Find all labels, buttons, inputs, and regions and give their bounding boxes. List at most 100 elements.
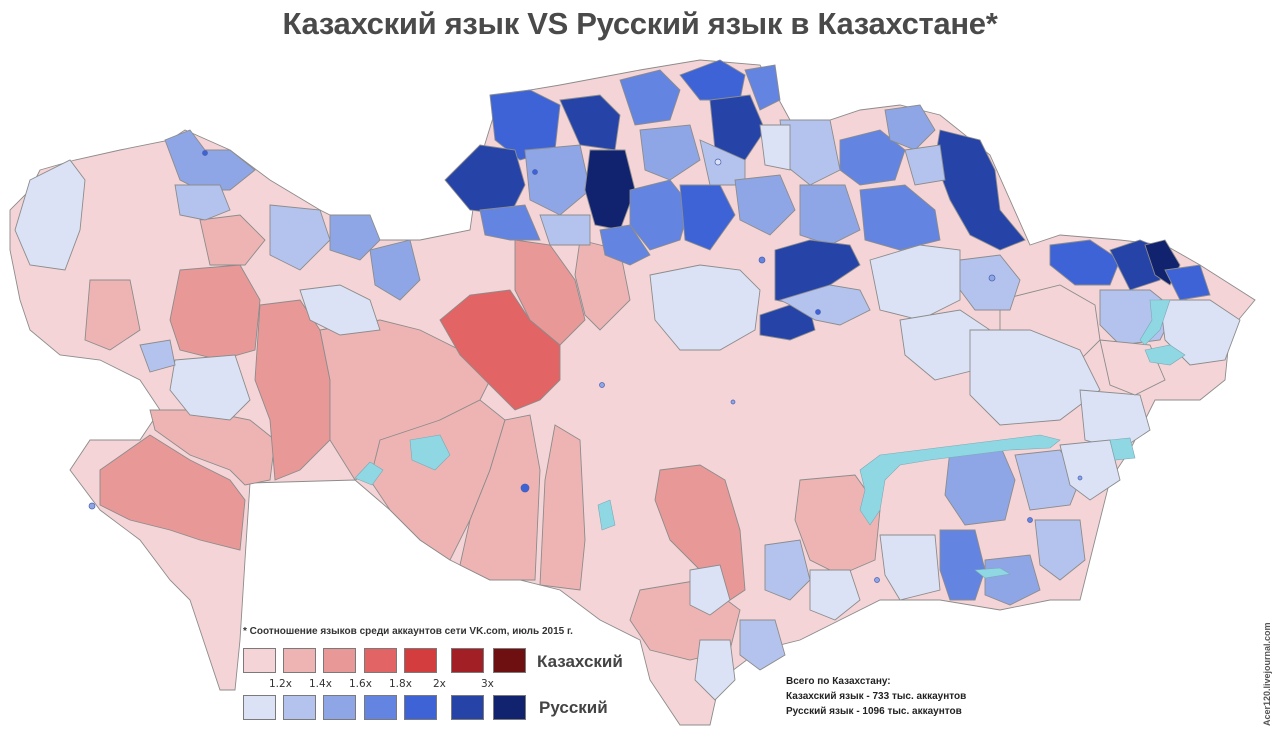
region-astana-3 <box>799 184 861 246</box>
city-dot <box>988 274 996 282</box>
legend-swatch-russian-2 <box>283 695 316 720</box>
region-east-light-3 <box>969 329 1101 426</box>
map-title: Казахский язык VS Русский язык в Казахст… <box>282 6 998 41</box>
city-dot <box>532 169 538 175</box>
region-kokshetau-2 <box>679 184 736 251</box>
region-uralsk-blue-3 <box>174 184 231 221</box>
legend-swatch-kazakh-5 <box>404 648 437 673</box>
lake-small-1 <box>409 434 451 471</box>
region-aral-small <box>139 339 176 373</box>
legend-swatch-kazakh-1 <box>243 648 276 673</box>
totals-kazakh: Казахский язык - 733 тыс. аккаунтов <box>786 691 967 702</box>
legend-swatch-russian-4 <box>364 695 397 720</box>
city-dot <box>520 483 530 493</box>
region-petropavl-5 <box>744 64 781 111</box>
region-aral-blue <box>169 354 251 421</box>
city-dot <box>202 150 208 156</box>
region-semey-1 <box>959 254 1021 311</box>
legend-swatch-russian-6 <box>451 695 484 720</box>
region-east-dark-1 <box>1049 239 1121 286</box>
region-uralsk-blue-2 <box>164 129 256 191</box>
totals-block: Всего по Казахстану: Казахский язык - 73… <box>786 674 966 719</box>
region-kostanay-north-3 <box>479 204 541 241</box>
legend-swatch-russian-7 <box>493 695 526 720</box>
region-taraz-2 <box>739 619 786 671</box>
legend-tick: 1.8x <box>389 678 412 690</box>
region-east-light-2 <box>1159 299 1241 366</box>
region-kostanay-north-4 <box>524 144 591 216</box>
lake-alakol <box>1109 437 1136 461</box>
region-uralsk-east <box>199 214 266 266</box>
legend-tick: 2x <box>433 678 446 690</box>
region-almaty-3 <box>1059 439 1121 501</box>
legend-swatch-russian-1 <box>243 695 276 720</box>
legend-swatch-kazakh-3 <box>323 648 356 673</box>
totals-russian: Русский язык - 1096 тыс. аккаунтов <box>786 706 962 717</box>
city-dot <box>730 399 736 405</box>
region-almaty-6 <box>984 554 1041 606</box>
city-dot <box>815 309 821 315</box>
lake-kapchagay <box>974 567 1011 579</box>
region-taldyk-3 <box>809 569 861 621</box>
region-kokshetau-3 <box>734 174 796 236</box>
legend-tick: 1.6x <box>349 678 372 690</box>
source-footnote: * Соотношение языков среди аккаунтов сет… <box>243 626 573 637</box>
city-dot <box>1077 475 1083 481</box>
region-balkhash-south <box>794 474 881 576</box>
region-east-dark-3 <box>1164 264 1211 301</box>
legend-tick: 3x <box>481 678 494 690</box>
legend-tick: 1.2x <box>269 678 292 690</box>
region-atyrau <box>99 434 246 551</box>
region-kostanay-north-5 <box>559 94 621 151</box>
city-dot <box>599 382 605 388</box>
region-kyzylorda-south <box>459 414 541 581</box>
city-dot <box>714 158 722 166</box>
legend-swatch-kazakh-6 <box>451 648 484 673</box>
region-uralsk-west <box>84 279 141 351</box>
region-kokshetau-4 <box>599 224 651 266</box>
region-almaty-4 <box>1034 519 1086 581</box>
region-uralsk-blue-1 <box>14 159 86 271</box>
city-dot <box>88 502 96 510</box>
legend-swatch-kazakh-4 <box>364 648 397 673</box>
region-kostanay-north-6 <box>539 214 591 246</box>
region-taldyk-2 <box>689 564 731 616</box>
region-kostanay-north-2 <box>444 144 526 216</box>
legend: Казахский 1.2x 1.4x 1.6x 1.8x 2x 3x Русс… <box>243 648 643 728</box>
city-dot <box>758 256 766 264</box>
totals-heading: Всего по Казахстану: <box>786 676 891 687</box>
region-karaganda-light <box>778 284 871 326</box>
region-astana-2 <box>759 124 791 171</box>
region-karaganda-south <box>654 464 746 601</box>
legend-swatch-kazakh-7 <box>493 648 526 673</box>
region-pavlodar-2 <box>884 104 936 151</box>
legend-swatch-kazakh-2 <box>283 648 316 673</box>
legend-swatch-russian-3 <box>323 695 356 720</box>
region-pavlodar-4 <box>904 144 946 186</box>
region-taraz-1 <box>694 639 736 701</box>
region-taldyk-1 <box>764 539 811 601</box>
region-east-light-4 <box>1079 389 1151 451</box>
legend-swatch-russian-5 <box>404 695 437 720</box>
region-kostanay-mid <box>514 239 586 346</box>
region-center-light <box>649 264 761 351</box>
region-karaganda-north-dark <box>774 239 861 306</box>
city-dot <box>1027 517 1033 523</box>
region-petropavl-2 <box>639 124 701 181</box>
region-almaty-7 <box>879 534 941 601</box>
lake-small-2 <box>597 499 616 531</box>
lake-zaysan <box>1144 344 1186 366</box>
region-almaty-2 <box>1014 449 1081 511</box>
region-petropavl-3 <box>679 59 746 101</box>
legend-tick: 1.4x <box>309 678 332 690</box>
region-pavlodar-3 <box>859 184 941 251</box>
region-petropavl-4 <box>709 94 766 161</box>
region-aktobe-blue-1 <box>269 204 331 271</box>
lake-balkhash <box>859 434 1061 526</box>
city-dot <box>874 577 880 583</box>
region-aktobe-west <box>169 264 261 361</box>
region-shymkent <box>539 424 586 591</box>
legend-label-russian: Русский <box>539 698 608 717</box>
